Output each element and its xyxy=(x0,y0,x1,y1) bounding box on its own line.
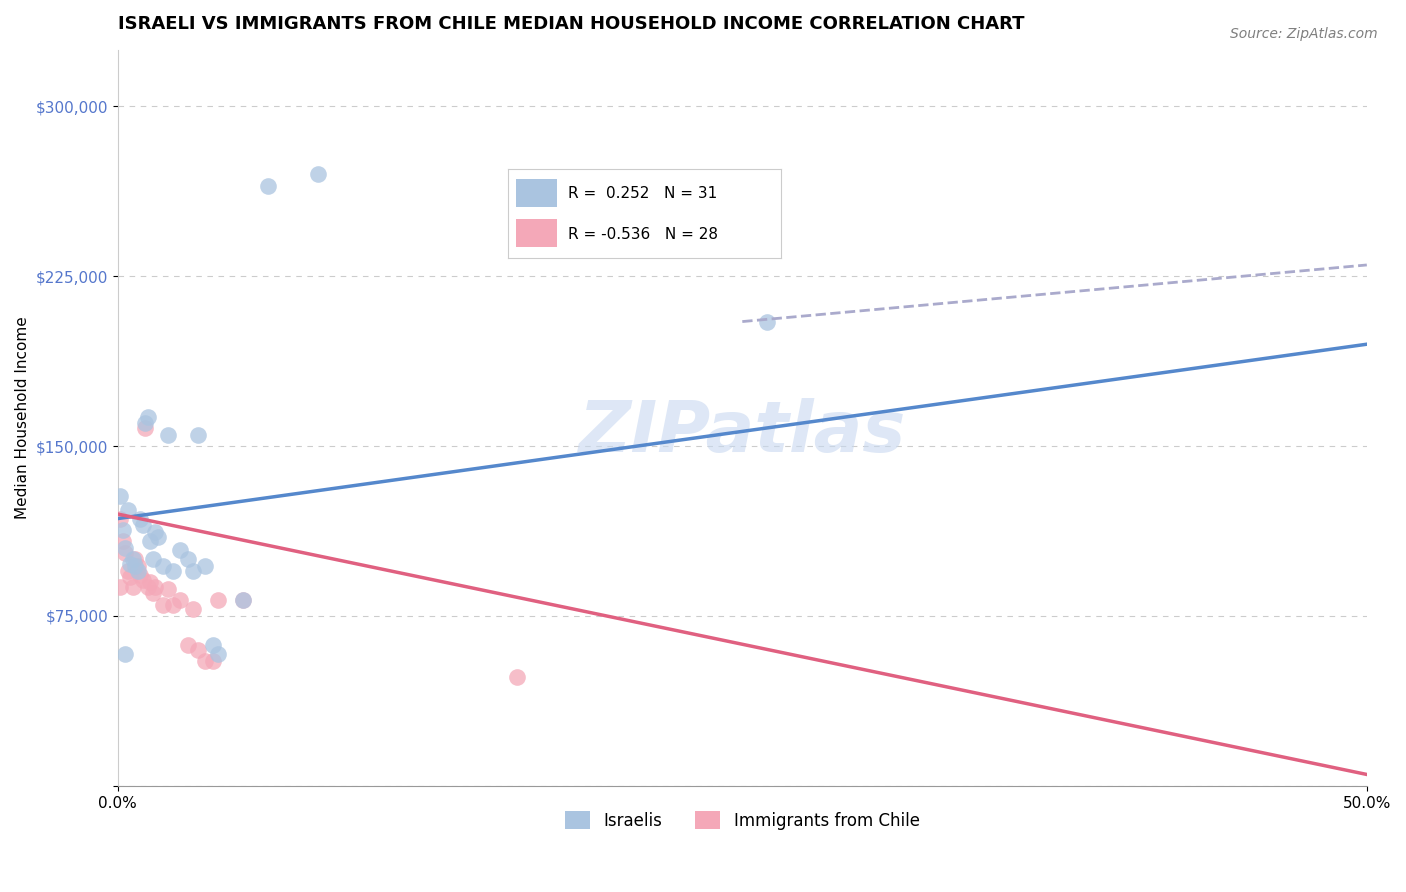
Point xyxy=(194,654,217,668)
Legend: Israelis, Immigrants from Chile: Israelis, Immigrants from Chile xyxy=(558,805,927,837)
Point xyxy=(120,557,142,571)
Point xyxy=(143,580,166,594)
Point xyxy=(162,598,184,612)
Point xyxy=(132,518,155,533)
Point xyxy=(136,580,159,594)
Point xyxy=(117,564,139,578)
Point xyxy=(307,167,329,181)
Point xyxy=(132,573,155,587)
Point xyxy=(177,639,200,653)
Point xyxy=(110,580,132,594)
Point xyxy=(134,417,156,431)
Bar xyxy=(516,219,557,247)
Point xyxy=(169,543,191,558)
Point xyxy=(169,593,191,607)
Point xyxy=(139,534,162,549)
Point xyxy=(143,525,166,540)
Point xyxy=(232,593,254,607)
Point xyxy=(127,559,149,574)
Point xyxy=(187,427,209,442)
Point xyxy=(506,670,529,684)
Point xyxy=(156,427,179,442)
Point xyxy=(232,593,254,607)
Point xyxy=(114,541,136,555)
Point xyxy=(117,502,139,516)
Point xyxy=(136,409,159,424)
Point xyxy=(756,315,779,329)
Text: ZIPatlas: ZIPatlas xyxy=(579,398,905,467)
Point xyxy=(129,568,152,582)
Point xyxy=(152,559,174,574)
Point xyxy=(207,648,229,662)
Point xyxy=(201,639,224,653)
Bar xyxy=(516,178,557,207)
Point xyxy=(181,602,204,616)
Point xyxy=(114,648,136,662)
Y-axis label: Median Household Income: Median Household Income xyxy=(15,317,30,519)
Point xyxy=(146,530,169,544)
Point xyxy=(177,552,200,566)
Point xyxy=(142,586,165,600)
Point xyxy=(124,559,146,574)
Point xyxy=(111,534,134,549)
Point xyxy=(152,598,174,612)
Point xyxy=(124,552,146,566)
Text: Source: ZipAtlas.com: Source: ZipAtlas.com xyxy=(1230,27,1378,41)
Point xyxy=(134,421,156,435)
Text: R =  0.252   N = 31: R = 0.252 N = 31 xyxy=(568,186,717,202)
Point xyxy=(142,552,165,566)
Text: R = -0.536   N = 28: R = -0.536 N = 28 xyxy=(568,227,718,242)
Point xyxy=(129,511,152,525)
Point xyxy=(201,654,224,668)
Text: ISRAELI VS IMMIGRANTS FROM CHILE MEDIAN HOUSEHOLD INCOME CORRELATION CHART: ISRAELI VS IMMIGRANTS FROM CHILE MEDIAN … xyxy=(118,15,1025,33)
Point xyxy=(111,523,134,537)
Point xyxy=(162,564,184,578)
Point xyxy=(121,552,143,566)
Point xyxy=(256,178,278,193)
Point xyxy=(121,580,143,594)
Point xyxy=(187,643,209,657)
Point xyxy=(110,511,132,525)
Point xyxy=(127,564,149,578)
Point xyxy=(120,570,142,584)
Point xyxy=(156,582,179,596)
Point xyxy=(114,545,136,559)
Point xyxy=(207,593,229,607)
Point xyxy=(110,489,132,503)
Point xyxy=(181,564,204,578)
Point xyxy=(139,574,162,589)
Point xyxy=(194,559,217,574)
